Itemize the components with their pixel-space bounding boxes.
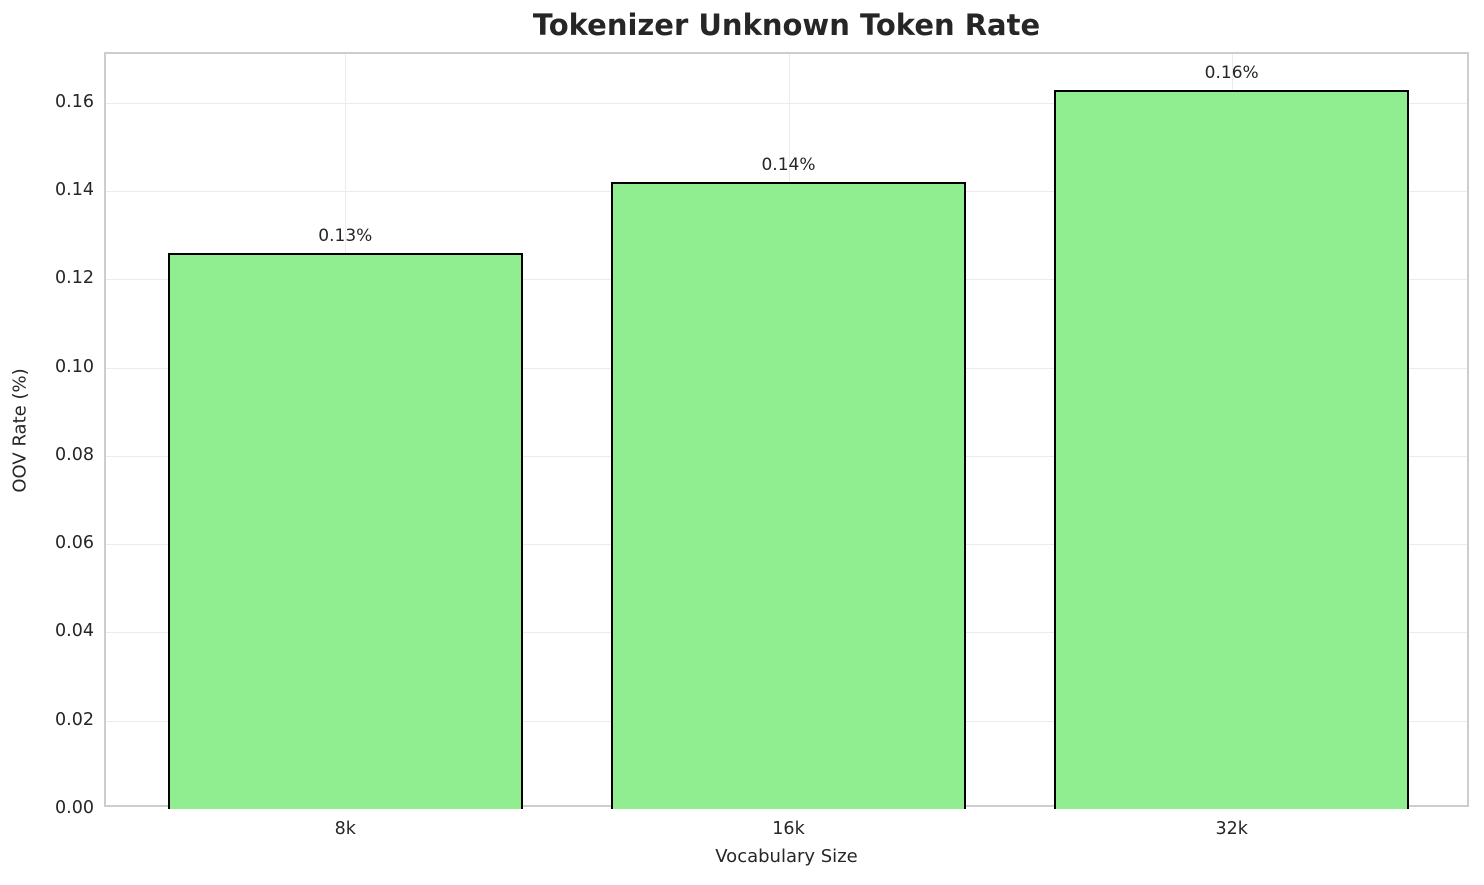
chart-title: Tokenizer Unknown Token Rate [532, 8, 1041, 42]
x-tick-label: 8k [334, 819, 356, 839]
bar [611, 182, 966, 809]
y-tick-label: 0.16 [55, 91, 94, 112]
x-tick-label: 16k [772, 819, 805, 839]
y-tick-label: 0.08 [55, 444, 94, 465]
y-gridline [106, 102, 1467, 104]
y-tick-label: 0.12 [55, 268, 94, 289]
y-tick-label: 0.14 [55, 180, 94, 201]
bar-value-label: 0.13% [318, 226, 373, 246]
y-tick-label: 0.00 [55, 798, 94, 818]
y-tick-label: 0.06 [55, 533, 94, 554]
y-tick-label: 0.04 [55, 621, 94, 642]
x-tick-label: 32k [1215, 819, 1248, 839]
bar [1054, 89, 1409, 809]
bar [168, 253, 523, 809]
y-tick-label: 0.02 [55, 709, 94, 730]
bar-value-label: 0.14% [761, 155, 816, 176]
plot-area: 0.00 0.02 0.04 0.06 0.08 0.10 0.12 0.14 0.16 0.13… [55, 52, 1469, 839]
y-axis-label: OOV Rate (%) [9, 368, 31, 493]
x-axis-label: Vocabulary Size [715, 846, 858, 867]
y-tick-label: 0.10 [55, 356, 94, 377]
bar-value-label: 0.16% [1204, 62, 1259, 83]
